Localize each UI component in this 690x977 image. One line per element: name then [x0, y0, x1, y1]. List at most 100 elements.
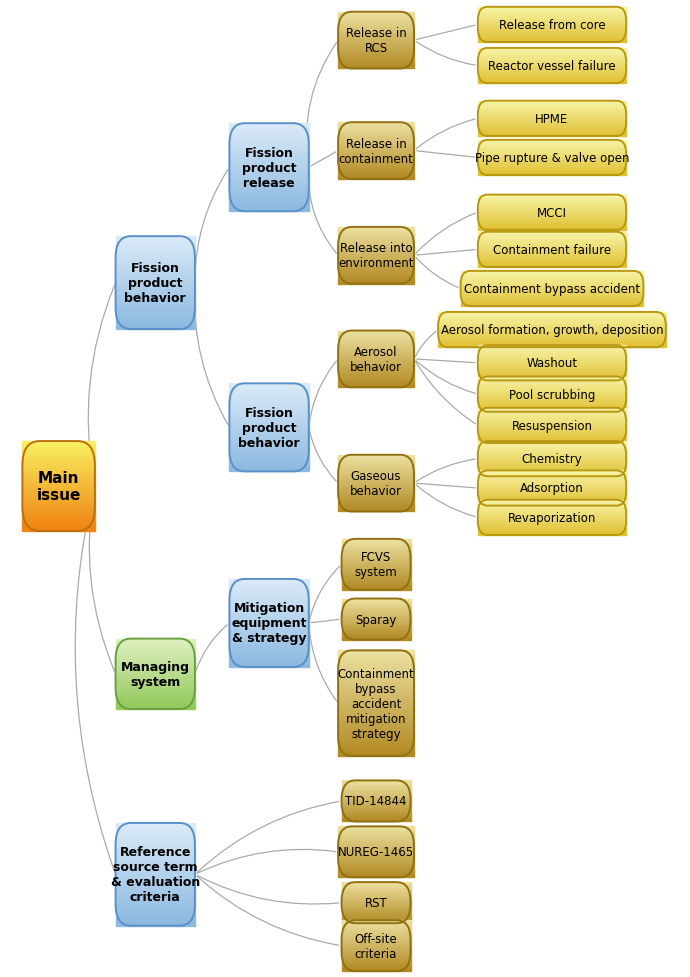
Bar	[477, 447, 627, 448]
Bar	[342, 923, 411, 925]
Bar	[338, 148, 414, 149]
Bar	[116, 664, 195, 667]
Bar	[477, 496, 627, 498]
Bar	[438, 314, 666, 315]
Bar	[477, 351, 627, 352]
Bar	[477, 142, 627, 143]
Bar	[477, 71, 627, 72]
Bar	[338, 335, 414, 337]
Bar	[116, 277, 195, 280]
Bar	[477, 148, 627, 149]
Bar	[477, 152, 627, 153]
Bar	[477, 49, 627, 50]
Bar	[116, 684, 195, 686]
Bar	[229, 443, 308, 446]
Bar	[229, 416, 308, 419]
Bar	[438, 324, 666, 325]
Bar	[477, 60, 627, 61]
Bar	[477, 118, 627, 119]
Bar	[477, 59, 627, 60]
Bar	[23, 487, 95, 489]
Bar	[477, 506, 627, 507]
Bar	[477, 131, 627, 132]
Bar	[477, 410, 627, 411]
Bar	[477, 229, 627, 230]
Bar	[477, 371, 627, 373]
Text: Fission
product
release: Fission product release	[242, 147, 296, 190]
Bar	[338, 874, 414, 875]
Bar	[477, 248, 627, 249]
Bar	[116, 289, 195, 293]
Bar	[229, 644, 308, 647]
Bar	[477, 529, 627, 530]
Bar	[338, 843, 414, 845]
Bar	[116, 315, 195, 318]
Bar	[477, 387, 627, 388]
Bar	[338, 172, 414, 174]
Bar	[438, 329, 666, 330]
Bar	[477, 390, 627, 391]
Bar	[342, 883, 411, 885]
Bar	[23, 462, 95, 466]
Bar	[477, 141, 627, 142]
Bar	[338, 242, 414, 244]
Bar	[342, 630, 411, 632]
Bar	[338, 725, 414, 728]
Bar	[342, 786, 411, 787]
Bar	[477, 36, 627, 37]
Bar	[477, 25, 627, 26]
Bar	[116, 318, 195, 320]
Bar	[338, 469, 414, 470]
Bar	[477, 244, 627, 245]
Bar	[477, 500, 627, 501]
Bar	[477, 42, 627, 43]
Bar	[229, 124, 308, 127]
Bar	[342, 925, 411, 927]
Bar	[338, 273, 414, 275]
Bar	[338, 13, 414, 15]
Bar	[477, 223, 627, 224]
Bar	[438, 338, 666, 340]
Bar	[477, 520, 627, 522]
Bar	[338, 480, 414, 482]
Bar	[477, 226, 627, 227]
Bar	[338, 137, 414, 138]
Bar	[477, 133, 627, 135]
Bar	[477, 489, 627, 490]
Bar	[477, 414, 627, 415]
Bar	[461, 278, 643, 279]
Bar	[229, 153, 308, 156]
Bar	[477, 51, 627, 53]
Bar	[229, 615, 308, 617]
Bar	[229, 127, 308, 130]
Bar	[477, 350, 627, 351]
Bar	[116, 686, 195, 688]
Bar	[338, 33, 414, 35]
Bar	[229, 387, 308, 390]
Bar	[477, 55, 627, 56]
Bar	[338, 476, 414, 478]
Bar	[229, 469, 308, 472]
Bar	[477, 396, 627, 397]
Bar	[338, 135, 414, 137]
Bar	[229, 203, 308, 206]
Bar	[338, 241, 414, 242]
Bar	[229, 174, 308, 177]
Bar	[342, 916, 411, 917]
Bar	[229, 399, 308, 402]
Bar	[23, 520, 95, 523]
Bar	[477, 368, 627, 369]
Bar	[477, 68, 627, 70]
Bar	[477, 125, 627, 126]
Bar	[338, 728, 414, 732]
Bar	[338, 668, 414, 672]
Bar	[229, 457, 308, 460]
Bar	[338, 386, 414, 388]
Bar	[477, 473, 627, 475]
Bar	[342, 787, 411, 788]
Bar	[477, 243, 627, 244]
Bar	[116, 265, 195, 268]
Bar	[342, 634, 411, 636]
Bar	[338, 849, 414, 850]
Bar	[338, 65, 414, 67]
